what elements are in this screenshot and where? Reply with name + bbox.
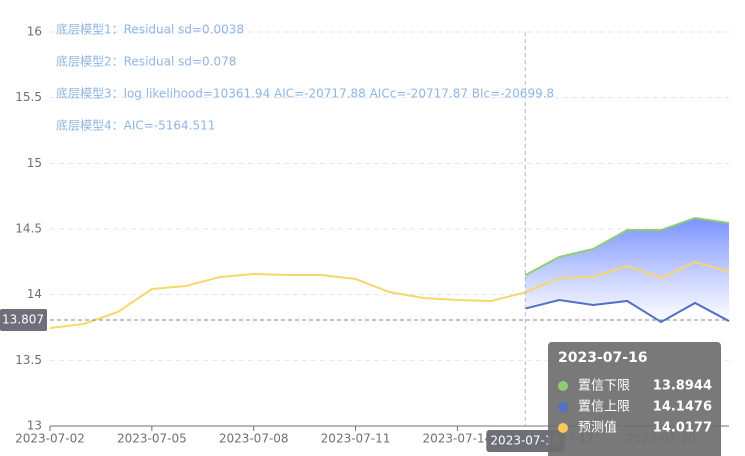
x-tick-label: 2023-07-11 [321,432,391,446]
annotation: 底层模型1：Residual sd=0.0038 [56,22,244,37]
confidence-band [525,217,729,322]
tooltip-value: 14.1476 [653,400,712,415]
y-tick-label: 13.5 [15,353,42,367]
y-tick-label: 15 [27,156,42,170]
annotation: 底层模型2：Residual sd=0.078 [56,54,236,69]
x-tick-label: 2023-07-02 [15,432,85,446]
tooltip-marker [558,402,568,412]
annotation: 底层模型4：AIC=-5164.511 [56,118,215,133]
tooltip [548,342,721,456]
mark-line-label-bg [0,309,47,332]
tooltip-marker [558,423,568,433]
x-tick-label: 2023-07-05 [117,432,187,446]
tooltip-title: 2023-07-16 [558,350,648,366]
tooltip-series-name: 预测值 [578,420,617,436]
x-tick-label: 2023-07-08 [219,432,289,446]
y-tick-label: 14.5 [15,222,42,236]
y-tick-label: 13 [27,419,42,433]
mark-line-label: 13.807 [2,313,44,327]
series-line [524,216,730,277]
tooltip-value: 13.8944 [653,379,712,394]
tooltip-value: 14.0177 [653,421,712,436]
series-line [525,299,730,324]
y-tick-label: 16 [27,25,42,39]
y-tick-label: 15.5 [15,90,42,104]
annotation: 底层模型3：log likelihood=10361.94 AIC=-20717… [56,86,554,101]
axis-pointer-label: 2023-07-16 [490,434,560,448]
tooltip-series-name: 置信下限 [578,379,630,394]
tooltip-marker [558,381,568,391]
series-line [49,260,730,330]
x-tick-label: 2023-07-14 [423,432,493,446]
axis-pointer-label-bg [486,430,565,452]
y-tick-label: 14 [27,287,42,301]
tooltip-series-name: 置信上限 [578,400,630,415]
